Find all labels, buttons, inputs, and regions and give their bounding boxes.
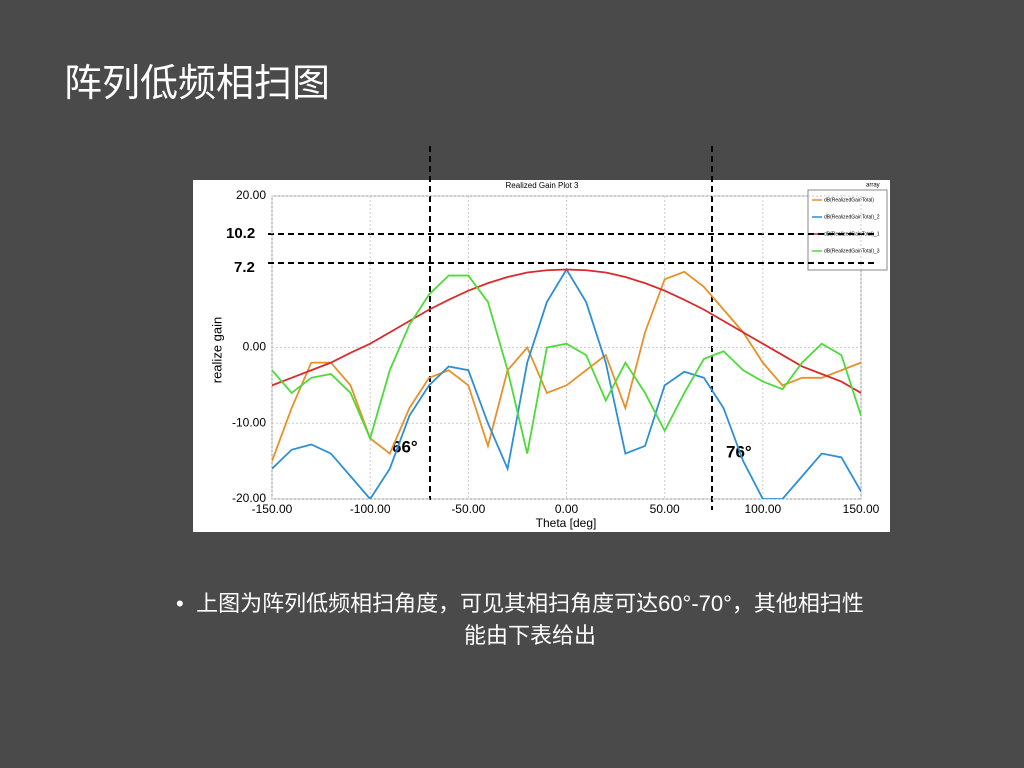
series-line [272,268,861,394]
legend-label: dB(RealizedGainTotal)_2 [824,214,880,220]
y-tick-label: -10.00 [232,415,266,429]
chart-tag: array [866,183,880,189]
y-tick-label: -20.00 [232,491,266,505]
x-tick-label: -50.00 [451,502,485,516]
x-tick-label: -150.00 [252,502,293,516]
x-tick-label: 50.00 [650,502,680,516]
y-tick-label: 20.00 [236,188,266,202]
legend-label: dB(RealizedGainTotal)_3 [824,248,880,254]
legend [807,189,888,271]
x-axis-label: Theta [deg] [536,516,597,530]
series-line [272,274,861,454]
annotation: 10.2 [226,225,255,242]
x-tick-label: 150.00 [843,502,880,516]
annotation: 66° [392,437,418,456]
y-tick-label: 0.00 [243,340,267,354]
x-tick-label: 100.00 [744,502,781,516]
x-tick-label: -100.00 [350,502,391,516]
slide-title: 阵列低频相扫图 [64,63,331,105]
bullet-text: 上图为阵列低频相扫角度，可见其相扫角度可达60°-70°，其他相扫性能由下表给出 [176,588,870,652]
y-axis-label: realize gain [209,317,224,384]
chart-title: Realized Gain Plot 3 [506,181,579,190]
legend-label: dB(RealizedGainTotal) [824,197,874,203]
annotation: 7.2 [234,259,255,276]
x-tick-label: 0.00 [555,502,579,516]
